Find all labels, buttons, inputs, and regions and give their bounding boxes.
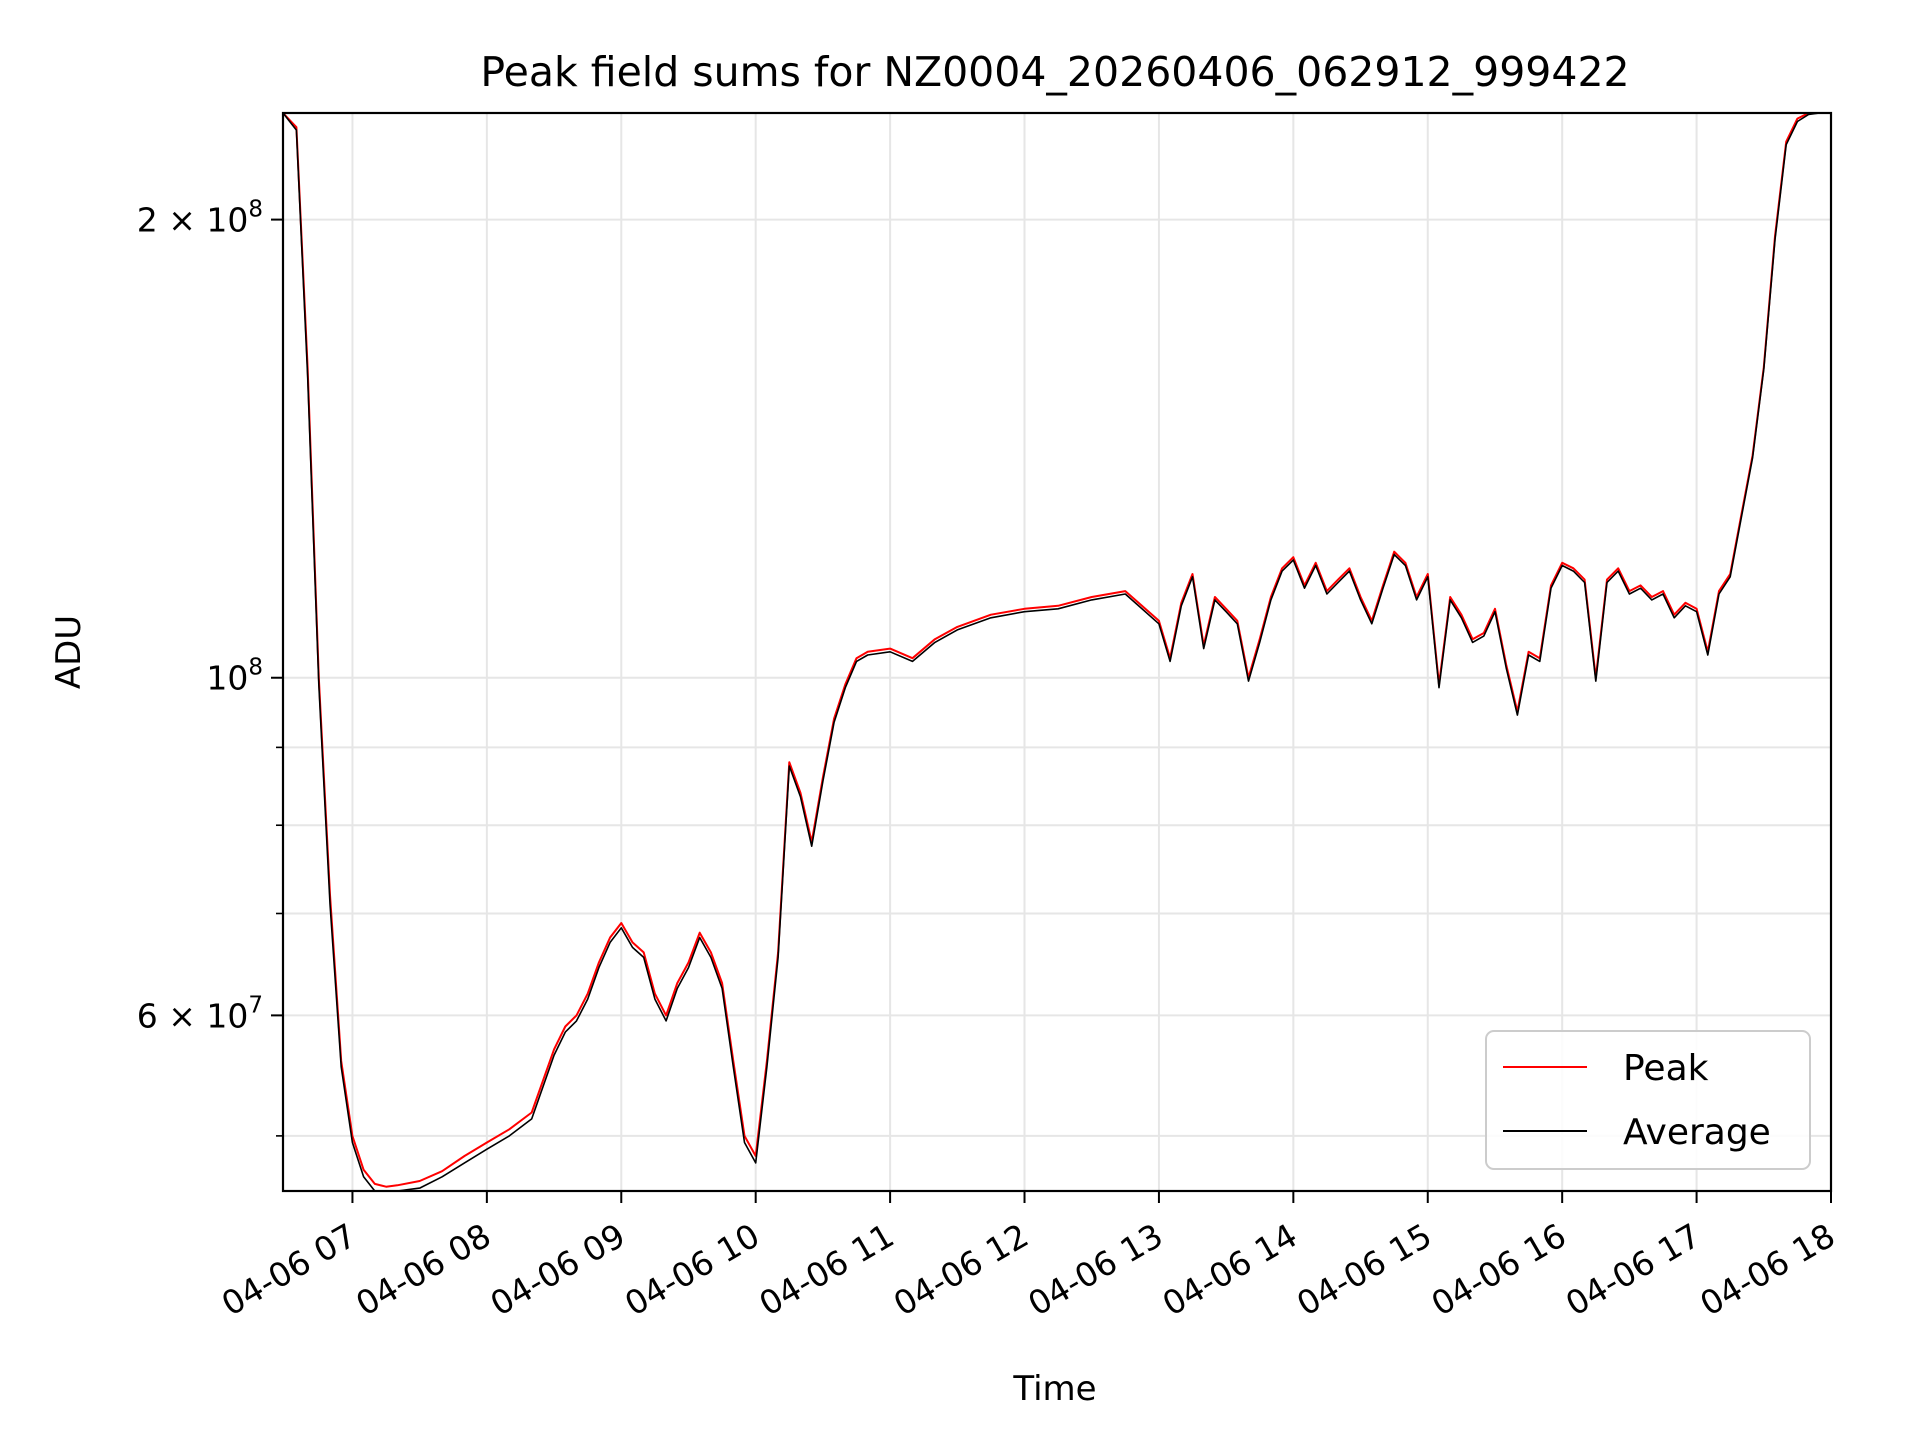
- x-axis-label: Time: [1012, 1369, 1096, 1409]
- y-axis-label: ADU: [49, 615, 89, 689]
- y-tick-label: 6 × 107: [137, 992, 263, 1035]
- legend: Peak Average: [1485, 1030, 1811, 1170]
- plot-area-frame: [281, 111, 1833, 1193]
- y-axis: 2 × 108 108 6 × 107: [137, 197, 283, 1137]
- legend-label-average: Average: [1623, 1112, 1771, 1153]
- series-line-average: [282, 112, 1831, 1192]
- series-layer: [282, 112, 1831, 1192]
- legend-label-peak: Peak: [1623, 1048, 1709, 1089]
- series-line-peak: [282, 112, 1831, 1188]
- y-tick-label: 2 × 108: [137, 197, 263, 240]
- legend-box: [1485, 1030, 1811, 1170]
- chart-title: Peak field sums for NZ0004_20260406_0629…: [480, 48, 1629, 96]
- y-tick-label: 108: [206, 655, 263, 698]
